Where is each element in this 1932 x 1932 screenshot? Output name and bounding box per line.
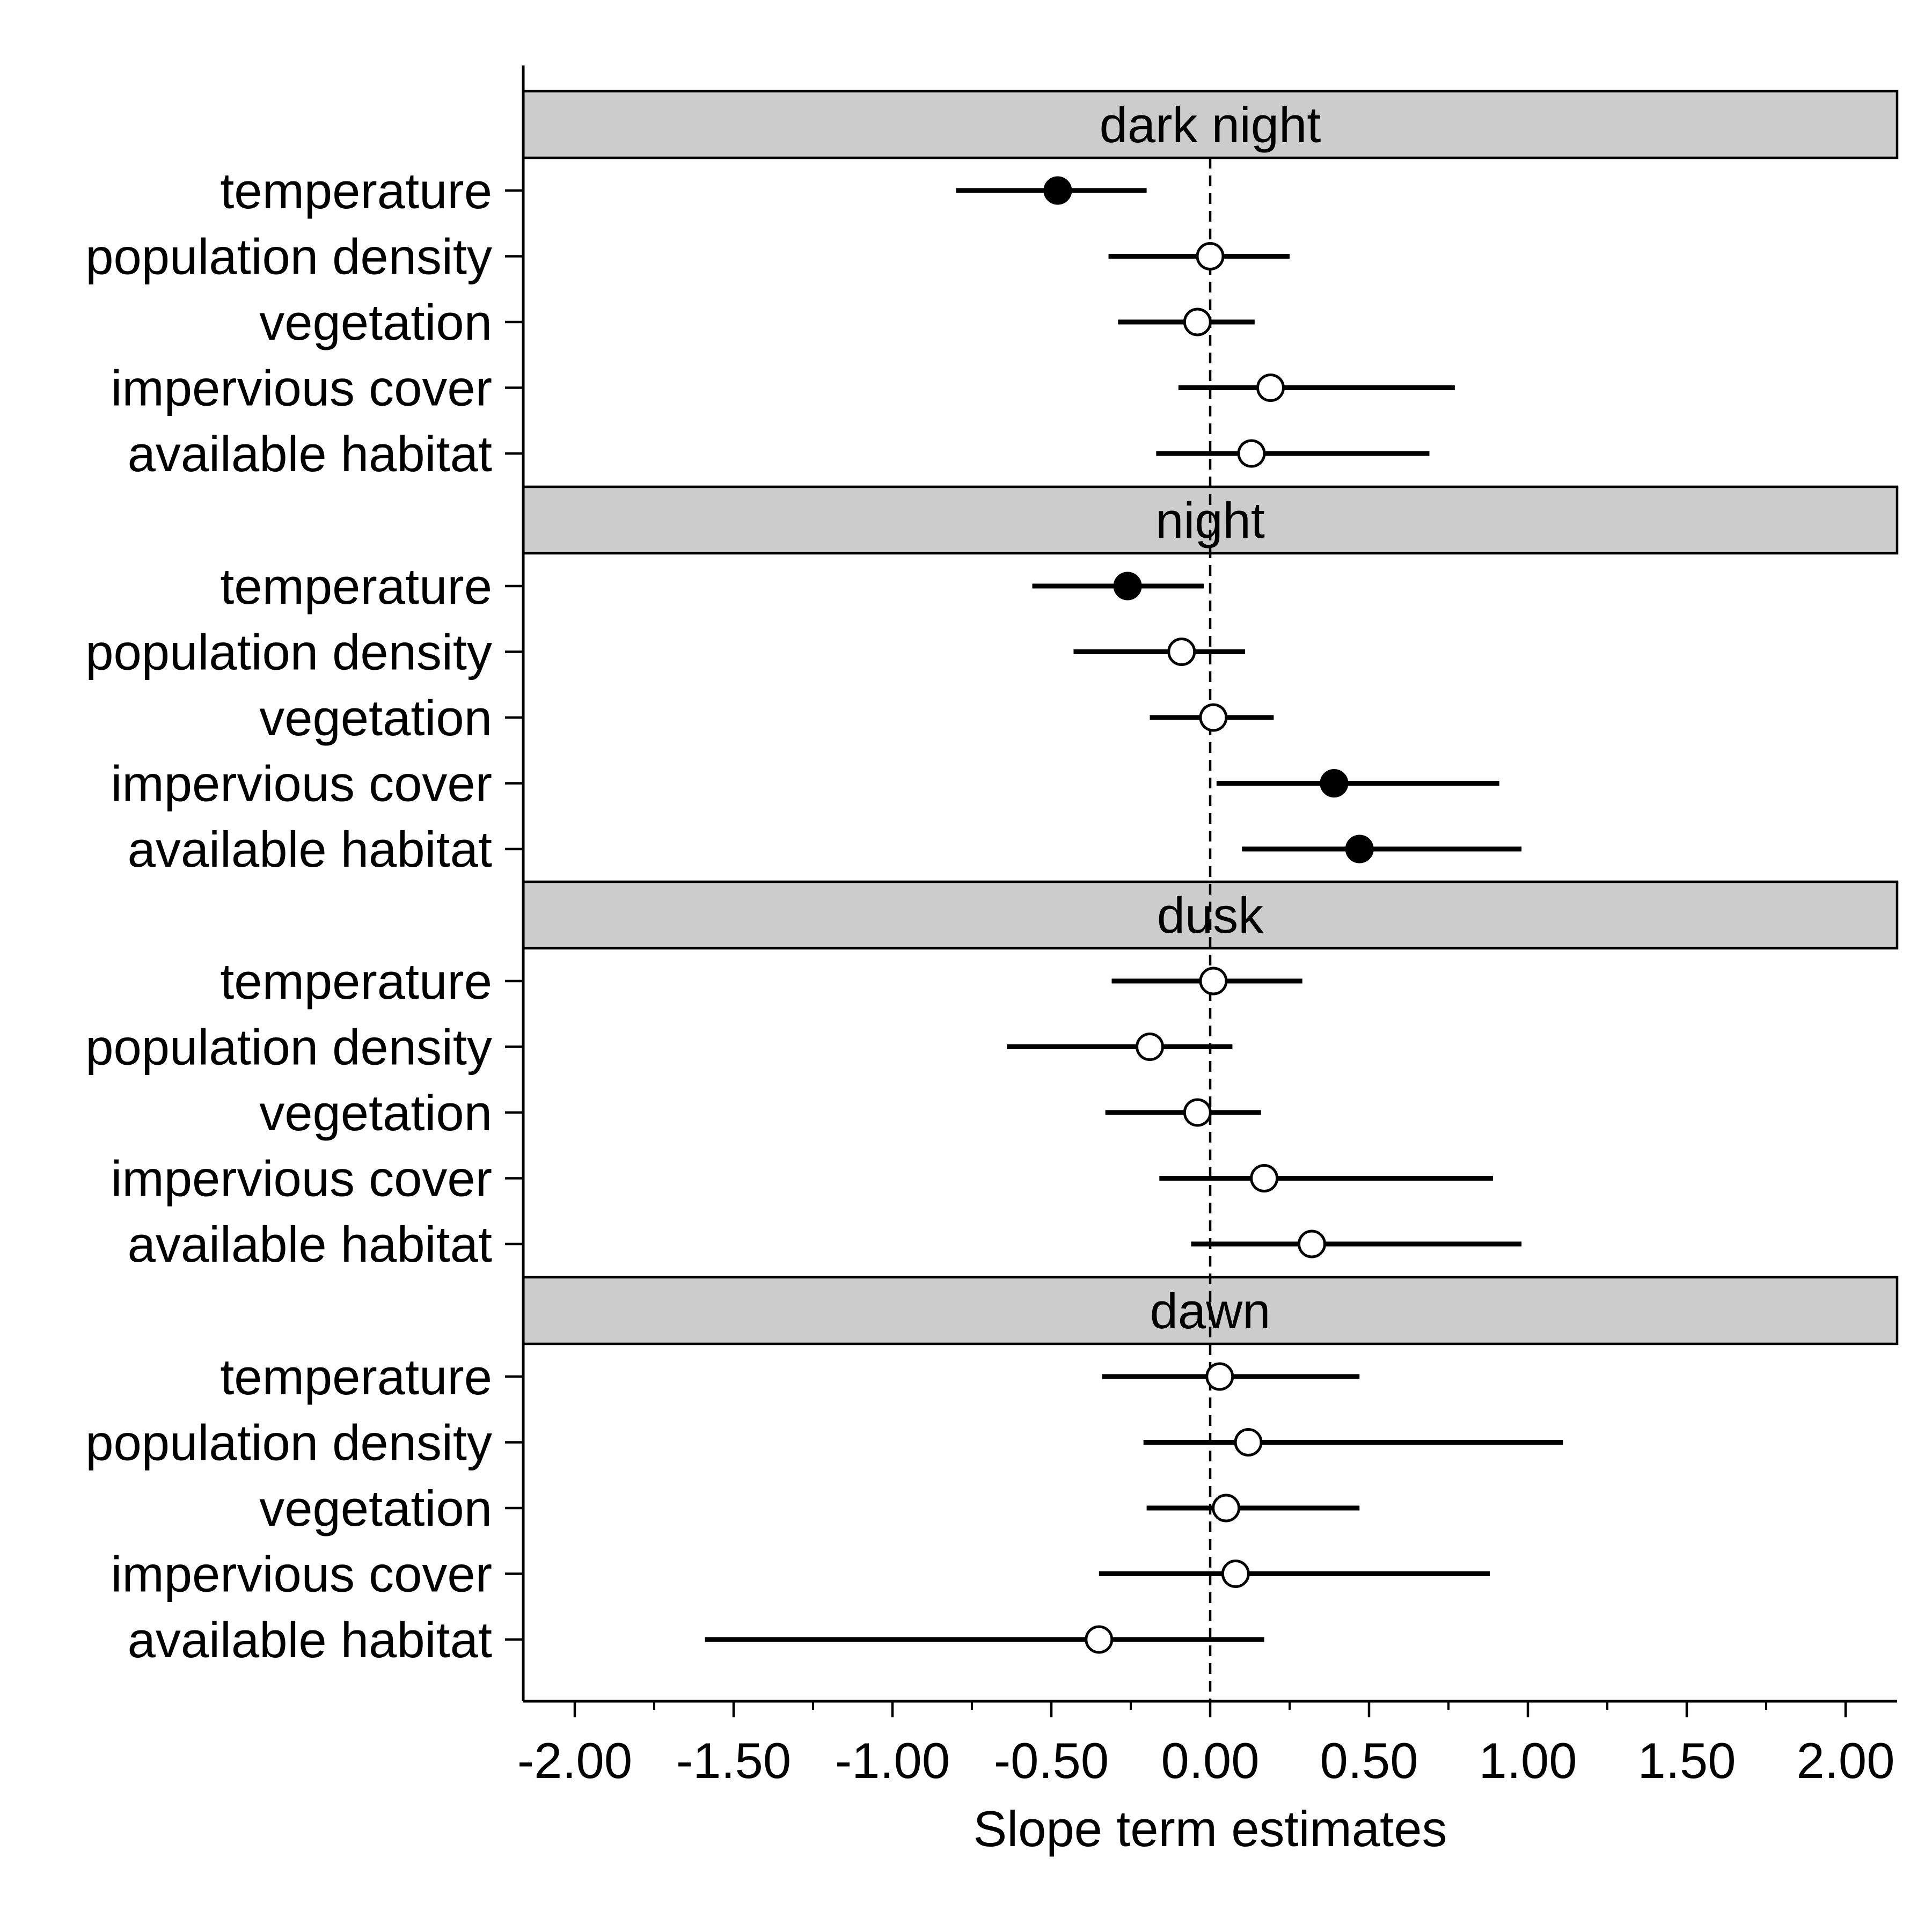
panel-dusk: dusk temperature population density vegetat… (85, 880, 1899, 1272)
point-dusk-available-habitat (1297, 1230, 1326, 1258)
x-tick-label: 0.00 (1161, 1732, 1260, 1789)
x-tick-label: 2.00 (1797, 1732, 1895, 1789)
point-dawn-vegetation (1212, 1494, 1241, 1523)
point-dark-night-available-habitat (1237, 439, 1266, 468)
panel-marks-night (1032, 572, 1522, 863)
y-label-dawn-available-habitat: available habitat (128, 1612, 492, 1668)
y-label-night-temperature: temperature (220, 558, 492, 614)
y-label-dark-night-population-density: population density (85, 229, 492, 285)
y-label-dawn-population-density: population density (85, 1415, 492, 1471)
x-tick-label: -1.50 (676, 1732, 791, 1789)
panel-dark-night: dark night temperature population density v… (85, 90, 1899, 482)
x-tick-label: 1.00 (1479, 1732, 1577, 1789)
y-label-dark-night-impervious-cover: impervious cover (111, 360, 492, 416)
x-tick-label: 0.50 (1320, 1732, 1418, 1789)
y-label-night-vegetation: vegetation (259, 690, 492, 746)
point-dawn-temperature (1205, 1362, 1234, 1391)
point-night-vegetation (1199, 703, 1228, 732)
point-dark-night-temperature (1043, 176, 1072, 205)
x-tick-label: -1.00 (835, 1732, 950, 1789)
y-label-dawn-vegetation: vegetation (259, 1480, 492, 1536)
point-night-temperature (1113, 572, 1142, 601)
x-axis-title: Slope term estimates (974, 1801, 1447, 1857)
point-dawn-impervious-cover (1221, 1560, 1250, 1588)
point-dusk-population-density (1136, 1033, 1165, 1061)
point-dusk-temperature (1199, 967, 1228, 996)
x-axis: -2.00 -1.50 -1.00 -0.50 0.00 0.50 1.00 1.50 2.00 (517, 65, 1897, 1789)
y-label-dusk-impervious-cover: impervious cover (111, 1151, 492, 1207)
point-dawn-population-density (1234, 1428, 1263, 1457)
point-dark-night-population-density (1196, 242, 1225, 270)
panel-marks-dusk (1007, 967, 1522, 1258)
y-label-dusk-population-density: population density (85, 1019, 492, 1075)
y-label-dusk-temperature: temperature (220, 953, 492, 1009)
y-label-dusk-vegetation: vegetation (259, 1085, 492, 1141)
panel-marks-dark-night (956, 176, 1455, 468)
y-label-dark-night-vegetation: vegetation (259, 294, 492, 350)
y-label-dark-night-available-habitat: available habitat (128, 426, 492, 482)
strip-label-dusk: dusk (1157, 887, 1264, 943)
point-dusk-impervious-cover (1250, 1164, 1279, 1192)
point-night-population-density (1167, 638, 1196, 666)
point-night-impervious-cover (1320, 769, 1349, 797)
estimate-marks (705, 176, 1563, 1654)
strip-dark-night (522, 90, 1899, 159)
point-dusk-vegetation (1183, 1098, 1212, 1127)
point-night-available-habitat (1345, 835, 1374, 863)
y-label-night-impervious-cover: impervious cover (111, 756, 492, 812)
panel-marks-dawn (705, 1362, 1563, 1654)
y-label-dawn-impervious-cover: impervious cover (111, 1546, 492, 1602)
y-label-dark-night-temperature: temperature (220, 163, 492, 219)
y-label-night-population-density: population density (85, 624, 492, 680)
y-label-dusk-available-habitat: available habitat (128, 1216, 492, 1272)
x-tick-label: -0.50 (994, 1732, 1109, 1789)
y-label-dawn-temperature: temperature (220, 1349, 492, 1405)
point-dark-night-impervious-cover (1256, 374, 1285, 402)
x-tick-label: -2.00 (517, 1732, 632, 1789)
strip-label-dark-night: dark night (1100, 97, 1321, 153)
point-dark-night-vegetation (1183, 308, 1212, 336)
y-label-night-available-habitat: available habitat (128, 821, 492, 877)
x-tick-label: 1.50 (1638, 1732, 1736, 1789)
point-dawn-available-habitat (1085, 1625, 1114, 1654)
panels: dark night temperature population density v… (85, 90, 1899, 1668)
